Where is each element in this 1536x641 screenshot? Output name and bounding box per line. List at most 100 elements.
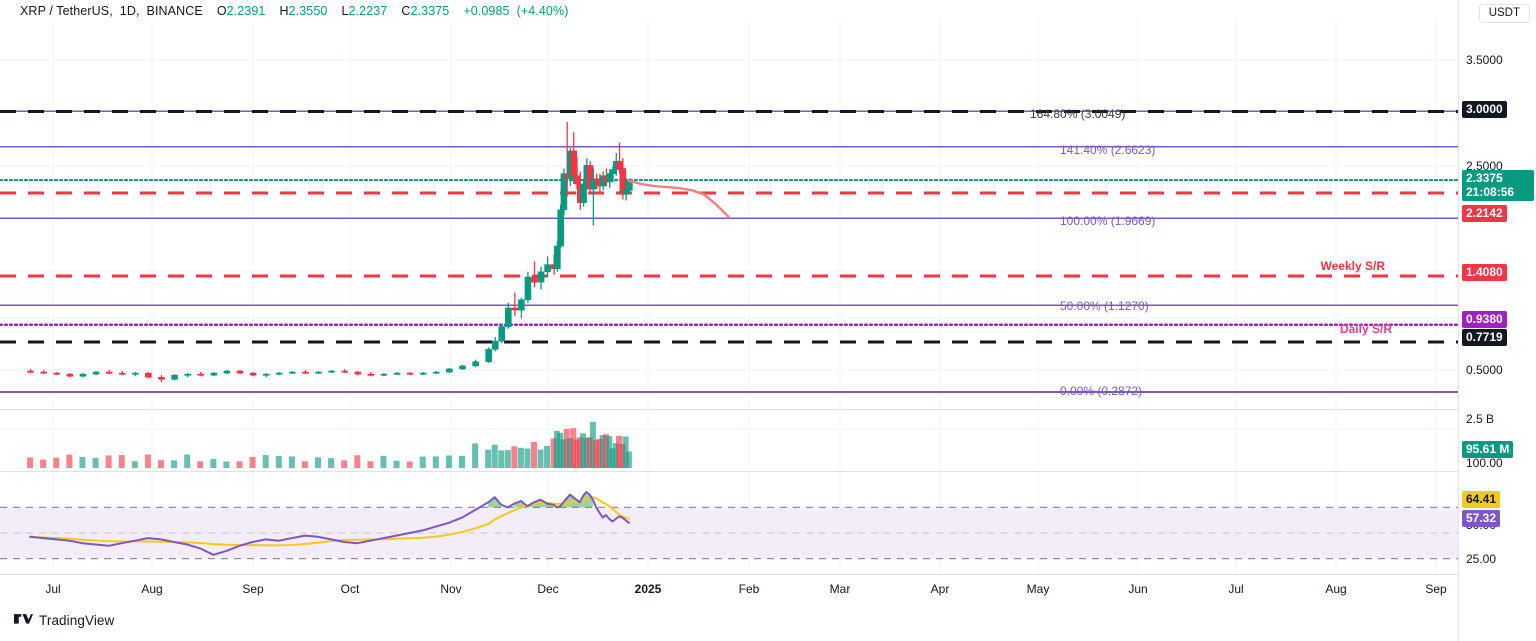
volume-bar xyxy=(524,448,531,468)
candle-body xyxy=(609,169,617,174)
time-tick-Nov: Nov xyxy=(440,582,462,596)
time-tick-Aug: Aug xyxy=(1325,582,1347,596)
legend-change-pct: (+4.40%) xyxy=(516,4,569,18)
candle-body xyxy=(210,372,218,376)
tradingview-wordmark: TradingView xyxy=(39,613,115,628)
legend-interval[interactable]: 1D xyxy=(119,4,136,18)
volume-bar xyxy=(53,457,60,468)
volume-bar xyxy=(92,457,99,468)
candle-body xyxy=(158,376,165,380)
rsi-plot[interactable] xyxy=(0,472,1458,574)
volume-bar xyxy=(354,455,361,468)
volume-bar xyxy=(612,443,619,468)
volume-pane[interactable] xyxy=(0,410,1458,472)
rsi-pane[interactable] xyxy=(0,472,1458,574)
time-tick-2025: 2025 xyxy=(634,582,662,596)
candle-body xyxy=(518,299,525,311)
candle-body xyxy=(236,370,244,374)
candle-body xyxy=(118,372,126,375)
price-badge-daily-sr[interactable]: 0.9380 xyxy=(1462,311,1507,328)
volume-bar xyxy=(599,435,606,468)
candle-body xyxy=(557,209,564,247)
rsi-badge-ma[interactable]: 64.41 xyxy=(1462,491,1501,508)
volume-bar xyxy=(566,438,573,468)
volume-bar xyxy=(616,435,623,468)
price-badge-target[interactable]: 3.0000 xyxy=(1462,101,1507,118)
time-scale[interactable]: Jul Aug Sep Oct Nov Dec 2025 Feb Mar Apr May Jun Jul… xyxy=(0,574,1458,602)
candle-body xyxy=(570,150,578,177)
candle-body xyxy=(380,373,388,376)
volume-bar xyxy=(380,455,387,468)
tradingview-logo-icon xyxy=(14,614,33,624)
candle-body xyxy=(616,160,623,169)
chart-legend[interactable]: XRP / TetherUS, 1D, BINANCE O2.2391 H2.3550 L… xyxy=(20,4,569,18)
rsi-tick-100.00: 100.00 xyxy=(1466,456,1503,470)
fib-label-141: 141.40% (2.6623) xyxy=(1060,143,1156,157)
volume-bar xyxy=(301,461,308,468)
pane-divider-price-volume xyxy=(0,409,1458,410)
currency-chip[interactable]: USDT xyxy=(1478,4,1530,23)
legend-high-value: 2.3550 xyxy=(288,4,328,18)
volume-bar xyxy=(472,443,479,468)
candle-body xyxy=(622,189,630,195)
price-badge-weekly-sr[interactable]: 1.4080 xyxy=(1462,264,1507,281)
volume-bar xyxy=(580,433,587,468)
price-badge-support[interactable]: 0.7719 xyxy=(1462,329,1507,346)
volume-bar xyxy=(544,445,551,468)
volume-bar xyxy=(557,432,564,468)
candle-body xyxy=(524,276,532,301)
candle-body xyxy=(341,370,349,373)
time-tick-Mar: Mar xyxy=(829,582,851,596)
chart-panes[interactable] xyxy=(0,18,1458,574)
legend-high-label: H xyxy=(279,4,289,18)
legend-low-value: 2.2237 xyxy=(348,4,388,18)
legend-close-value: 2.3375 xyxy=(410,4,450,18)
price-plot[interactable] xyxy=(0,18,1458,410)
legend-symbol[interactable]: XRP / TetherUS xyxy=(20,4,110,18)
volume-bar xyxy=(602,434,609,468)
volume-bar xyxy=(504,450,511,468)
last-price-value: 2.3375 xyxy=(1466,171,1503,185)
price-pane[interactable] xyxy=(0,18,1458,410)
candle-body xyxy=(472,361,479,367)
candle-body xyxy=(485,349,492,363)
time-tick-Jun: Jun xyxy=(1128,582,1148,596)
rsi-line xyxy=(29,491,630,556)
volume-bar xyxy=(625,451,632,468)
candle-body xyxy=(40,371,47,374)
legend-exchange[interactable]: BINANCE xyxy=(146,4,203,18)
daily-sr-label: Daily S/R xyxy=(1339,322,1392,336)
price-scale[interactable]: USDT 3.50002.50001.50001.00000.50003.000… xyxy=(1458,0,1536,641)
time-tick-Jul: Jul xyxy=(45,582,61,596)
volume-bar xyxy=(445,455,452,468)
candle-body xyxy=(145,372,152,378)
candle-body xyxy=(580,183,587,203)
volume-bar xyxy=(236,461,243,468)
candle-body xyxy=(223,370,231,374)
candle-body xyxy=(505,307,512,327)
candle-body xyxy=(328,370,335,373)
volume-bar xyxy=(485,449,492,468)
candle-body xyxy=(262,373,270,376)
last-price-badge[interactable]: 2.3375 21:08:56 xyxy=(1462,170,1534,201)
price-tick-2.5000: 2.5000 xyxy=(1466,159,1503,173)
candle-body xyxy=(275,372,283,375)
volume-bar xyxy=(619,443,626,468)
price-badge-projection[interactable]: 2.2142 xyxy=(1462,205,1507,222)
volume-bar xyxy=(511,446,518,468)
candle-body xyxy=(249,372,257,376)
volume-badge-last[interactable]: 95.61 M xyxy=(1462,441,1514,458)
tradingview-watermark: TradingView xyxy=(14,613,114,628)
volume-bar xyxy=(498,450,505,468)
rsi-badge-value[interactable]: 57.32 xyxy=(1462,510,1501,527)
candle-body xyxy=(433,371,440,374)
volume-bar xyxy=(586,437,593,468)
volume-bar xyxy=(517,447,524,468)
candle-body xyxy=(289,371,296,374)
time-tick-Oct: Oct xyxy=(340,582,360,596)
volume-bar xyxy=(432,456,439,468)
pane-divider-volume-rsi xyxy=(0,471,1458,472)
volume-plot[interactable] xyxy=(0,410,1458,472)
candle-body xyxy=(105,371,113,374)
